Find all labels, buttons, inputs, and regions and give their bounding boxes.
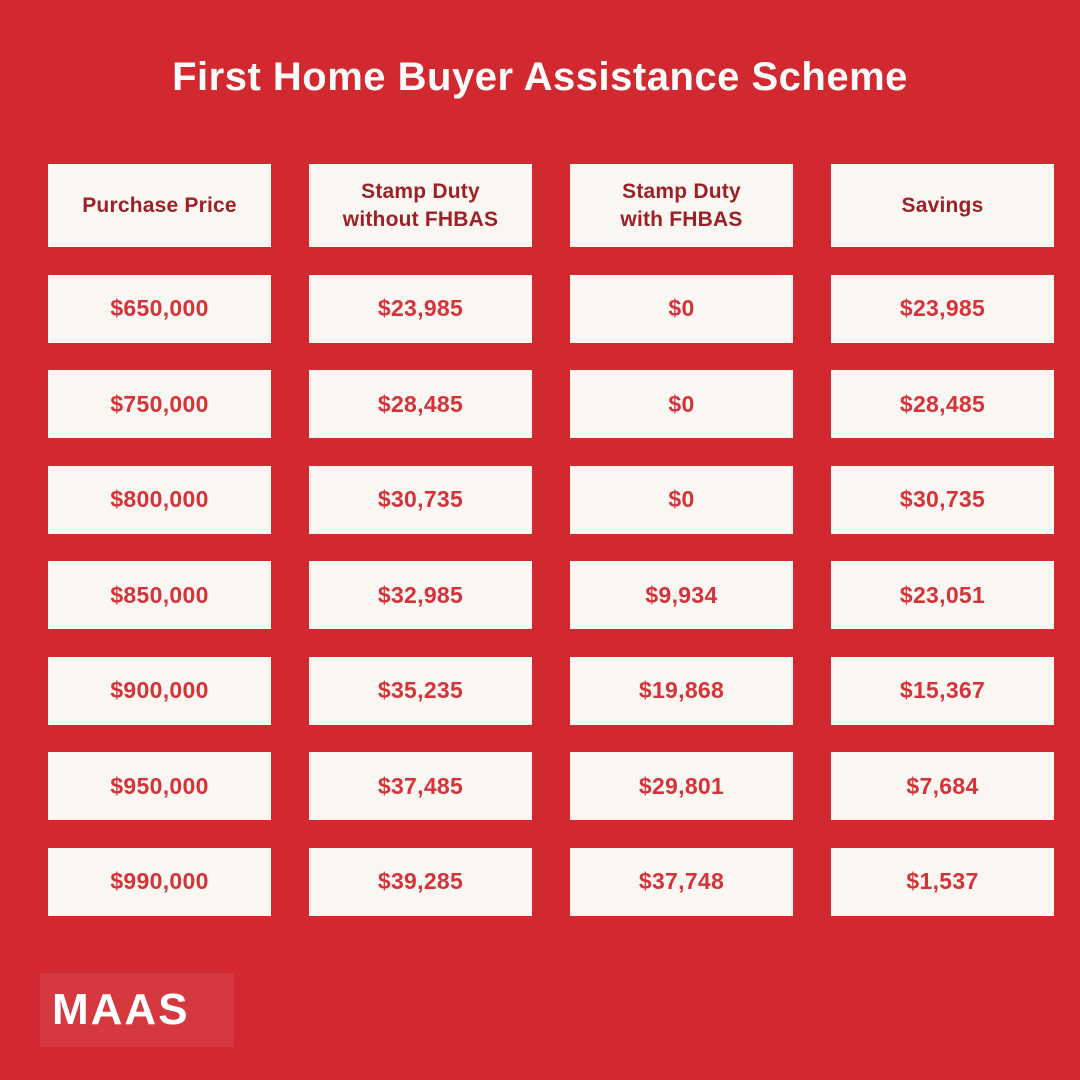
column-header-savings: Savings [831, 164, 1054, 247]
table-cell: $15,367 [831, 656, 1054, 725]
table-cell: $0 [570, 465, 793, 534]
table-cell: $1,537 [831, 847, 1054, 916]
table-cell: $32,985 [309, 561, 532, 629]
table-cell: $0 [570, 274, 793, 343]
table-cell: $23,051 [831, 561, 1054, 629]
table-cell: $30,735 [309, 465, 532, 534]
table-cell: $23,985 [831, 274, 1054, 343]
table-cell: $800,000 [48, 465, 271, 534]
table-cell: $28,485 [309, 370, 532, 438]
table-cell: $19,868 [570, 656, 793, 725]
table-cell: $850,000 [48, 561, 271, 629]
table-cell: $37,485 [309, 752, 532, 820]
table-cell: $35,235 [309, 656, 532, 725]
column-header-purchase-price: Purchase Price [48, 164, 271, 247]
column-header-stamp-duty-without-fhbas: Stamp Duty without FHBAS [309, 164, 532, 247]
table-cell: $29,801 [570, 752, 793, 820]
maas-logo-text: MAAS [52, 985, 190, 1034]
table-cell: $9,934 [570, 561, 793, 629]
table-cell: $0 [570, 370, 793, 438]
page-title: First Home Buyer Assistance Scheme [172, 55, 908, 99]
maas-logo: MAAS [40, 973, 234, 1047]
fhbas-table: Purchase Price Stamp Duty without FHBAS … [48, 164, 1054, 916]
table-cell: $650,000 [48, 274, 271, 343]
table-cell: $900,000 [48, 656, 271, 725]
table-cell: $950,000 [48, 752, 271, 820]
table-cell: $23,985 [309, 274, 532, 343]
table-cell: $39,285 [309, 847, 532, 916]
table-cell: $990,000 [48, 847, 271, 916]
table-cell: $750,000 [48, 370, 271, 438]
table-cell: $7,684 [831, 752, 1054, 820]
table-cell: $37,748 [570, 847, 793, 916]
table-cell: $28,485 [831, 370, 1054, 438]
table-cell: $30,735 [831, 465, 1054, 534]
column-header-stamp-duty-with-fhbas: Stamp Duty with FHBAS [570, 164, 793, 247]
